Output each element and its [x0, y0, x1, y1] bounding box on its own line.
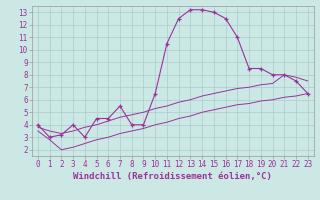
X-axis label: Windchill (Refroidissement éolien,°C): Windchill (Refroidissement éolien,°C)	[73, 172, 272, 181]
